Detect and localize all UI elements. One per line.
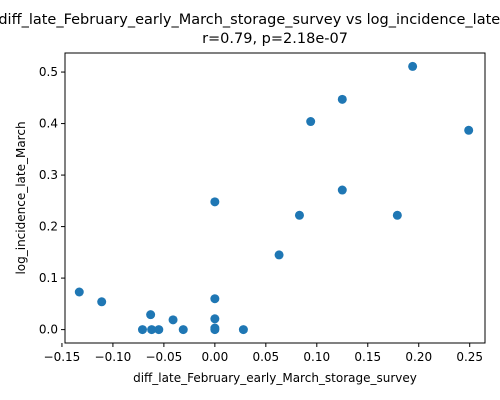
x-tick-label: −0.15: [44, 350, 81, 364]
y-axis: 0.0 0.1 0.2 0.3 0.4 0.5: [39, 65, 65, 337]
x-tick-label: 0.10: [303, 350, 330, 364]
x-tick-label: 0.20: [405, 350, 432, 364]
x-tick-label: 0.00: [201, 350, 228, 364]
scatter-point: [154, 325, 164, 335]
scatter-point: [137, 325, 147, 335]
axes-frame: [64, 52, 486, 344]
scatter-point: [210, 197, 220, 207]
scatter-point: [168, 315, 178, 325]
scatter-point: [97, 297, 107, 307]
scatter-point: [294, 210, 304, 220]
scatter-point: [337, 94, 347, 104]
scatter-point: [74, 287, 84, 297]
x-tick-label: −0.10: [95, 350, 132, 364]
scatter-point: [274, 250, 284, 260]
scatter-point: [146, 310, 156, 320]
scatter-point: [464, 125, 474, 135]
scatter-point: [337, 185, 347, 195]
scatter-point: [147, 325, 157, 335]
y-tick-label: 0.5: [39, 65, 58, 79]
y-tick-label: 0.2: [39, 220, 58, 234]
scatter-point: [178, 325, 188, 335]
y-tick-label: 0.0: [39, 323, 58, 337]
chart-title-line1: diff_late_February_early_March_storage_s…: [0, 12, 500, 28]
x-tick-label: 0.25: [456, 350, 483, 364]
x-tick-label: −0.05: [145, 350, 182, 364]
x-axis-label: diff_late_February_early_March_storage_s…: [133, 371, 417, 385]
y-axis-label: log_incidence_late_March: [14, 121, 28, 274]
scatter-point: [210, 325, 220, 335]
scatter-point: [392, 210, 402, 220]
scatter-point: [210, 314, 220, 324]
plot-area: [64, 52, 486, 344]
scatter-point: [238, 325, 248, 335]
x-tick-label: 0.15: [354, 350, 381, 364]
scatter-point: [210, 294, 220, 304]
points-layer: [74, 61, 474, 335]
y-tick-label: 0.4: [39, 117, 58, 131]
x-axis: −0.15 −0.10 −0.05 0.00 0.05 0.10 0.15 0.20 0.25: [44, 343, 483, 364]
y-tick-label: 0.3: [39, 168, 58, 182]
chart-title-line2: r=0.79, p=2.18e-07: [202, 31, 348, 47]
y-tick-label: 0.1: [39, 271, 58, 285]
scatter-point: [306, 117, 316, 127]
scatter-point: [408, 61, 418, 71]
x-tick-label: 0.05: [252, 350, 279, 364]
